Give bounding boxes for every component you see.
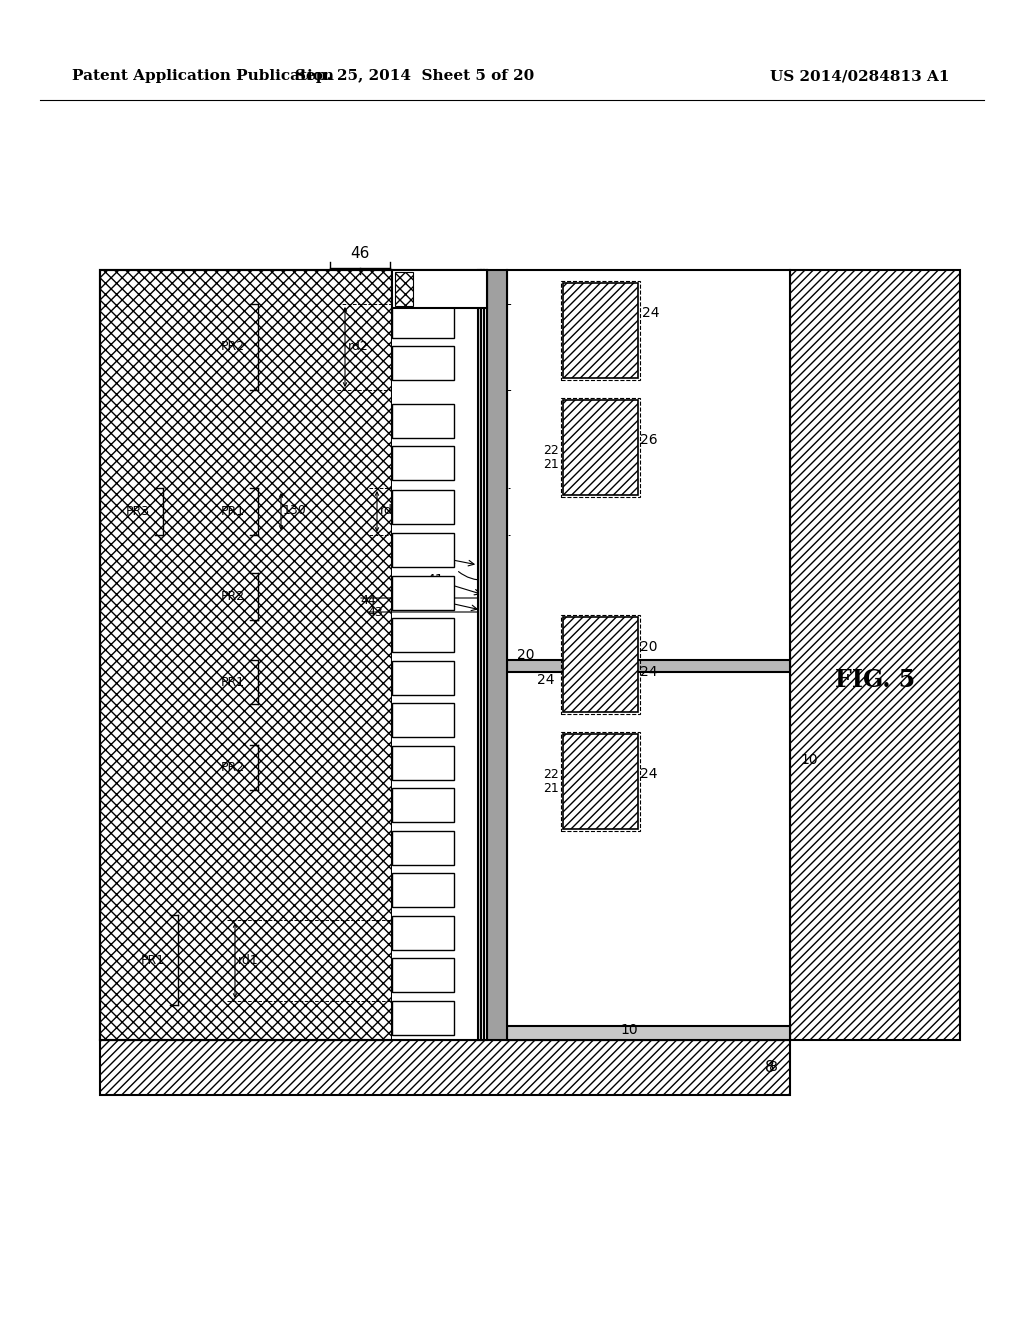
Bar xyxy=(563,734,638,829)
Text: Patent Application Publication: Patent Application Publication xyxy=(72,69,334,83)
Bar xyxy=(392,404,454,438)
Bar xyxy=(392,788,454,822)
Text: 8: 8 xyxy=(769,1060,778,1074)
Text: 46: 46 xyxy=(350,246,370,260)
Bar xyxy=(561,615,640,714)
Bar xyxy=(563,282,638,378)
Text: rd1: rd1 xyxy=(238,953,259,966)
Bar xyxy=(392,346,454,380)
Text: 40: 40 xyxy=(419,548,474,566)
Bar xyxy=(481,271,484,1040)
Text: PR3: PR3 xyxy=(126,506,150,517)
Bar xyxy=(563,616,638,711)
Bar xyxy=(392,304,454,338)
Text: 21: 21 xyxy=(544,783,559,796)
Text: 43: 43 xyxy=(367,606,383,619)
Bar xyxy=(392,271,487,308)
Bar xyxy=(392,958,454,993)
Bar xyxy=(484,271,487,1040)
Bar xyxy=(392,746,454,780)
Bar xyxy=(507,1026,790,1040)
Bar xyxy=(392,916,454,950)
Text: 44: 44 xyxy=(360,594,376,606)
Text: 20: 20 xyxy=(517,648,535,663)
Text: PR1: PR1 xyxy=(221,676,245,689)
Text: 21: 21 xyxy=(544,458,559,471)
Text: 26: 26 xyxy=(640,433,657,447)
Text: PR1: PR1 xyxy=(221,506,245,517)
Text: 10: 10 xyxy=(620,1023,638,1038)
Bar xyxy=(561,281,640,380)
Text: 22: 22 xyxy=(544,767,559,780)
Bar xyxy=(392,704,454,737)
Text: 42: 42 xyxy=(439,553,485,583)
Text: 24: 24 xyxy=(642,306,659,319)
Bar xyxy=(561,733,640,832)
Text: 8: 8 xyxy=(765,1060,775,1074)
Text: rd3: rd3 xyxy=(380,504,400,517)
Bar xyxy=(392,490,454,524)
Text: rd2: rd2 xyxy=(348,341,369,354)
Text: 22: 22 xyxy=(544,444,559,457)
Bar xyxy=(561,399,640,498)
Bar xyxy=(100,271,392,1040)
Bar xyxy=(100,271,484,1040)
Bar xyxy=(507,660,790,672)
Text: PR1: PR1 xyxy=(141,953,165,966)
Bar xyxy=(563,400,638,495)
Text: FIG. 5: FIG. 5 xyxy=(835,668,915,692)
Text: PR2: PR2 xyxy=(221,590,245,603)
Text: 130: 130 xyxy=(283,504,307,517)
Bar xyxy=(392,576,454,610)
Bar xyxy=(392,873,454,907)
Bar xyxy=(100,1040,790,1096)
Text: 24: 24 xyxy=(640,767,657,781)
Text: 10: 10 xyxy=(800,752,817,767)
Bar xyxy=(392,1001,454,1035)
Text: Sep. 25, 2014  Sheet 5 of 20: Sep. 25, 2014 Sheet 5 of 20 xyxy=(295,69,535,83)
Bar xyxy=(487,271,507,1040)
Bar xyxy=(392,661,454,696)
Text: 30: 30 xyxy=(419,591,477,611)
Bar xyxy=(507,271,790,1040)
Text: 20: 20 xyxy=(640,640,657,653)
Text: 24: 24 xyxy=(537,673,555,686)
Bar xyxy=(392,832,454,865)
Bar xyxy=(478,271,481,1040)
Text: PR2: PR2 xyxy=(221,762,245,774)
Text: US 2014/0284813 A1: US 2014/0284813 A1 xyxy=(770,69,949,83)
Bar xyxy=(392,271,487,1040)
Bar xyxy=(395,272,413,306)
Bar xyxy=(392,533,454,568)
Bar xyxy=(392,618,454,652)
Bar xyxy=(790,271,961,1040)
Text: 41: 41 xyxy=(426,573,480,595)
Text: PR2: PR2 xyxy=(221,341,245,354)
Bar xyxy=(392,446,454,480)
Text: 24: 24 xyxy=(640,665,657,678)
